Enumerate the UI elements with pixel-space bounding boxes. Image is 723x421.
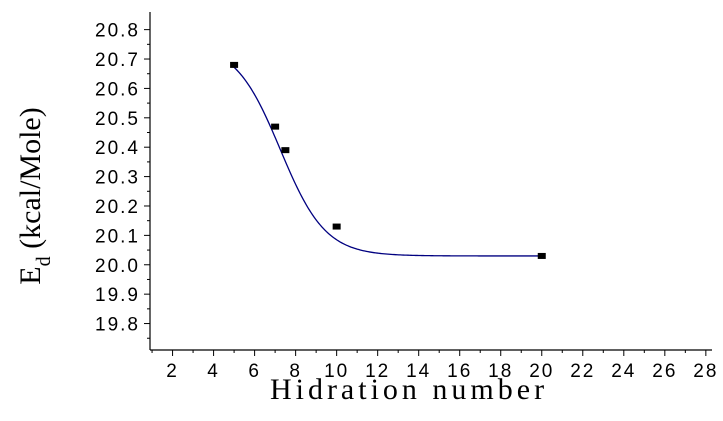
x-tick-label: 4 [207,361,220,382]
y-tick-label: 20.4 [95,138,140,159]
x-tick-label: 18 [488,361,513,382]
x-tick-label: 16 [447,361,472,382]
y-tick-label: 19.8 [95,315,140,336]
x-tick-label: 14 [406,361,431,382]
x-tick-label: 6 [248,361,261,382]
x-tick-label: 22 [570,361,595,382]
points-layer [230,61,546,259]
data-point [537,252,546,259]
y-tick-label: 20.2 [95,197,140,218]
fit-curve [233,66,542,257]
y-tick-label: 20.6 [95,79,140,100]
x-tick-label: 26 [652,361,677,382]
x-axis-title: Hidration number [270,373,548,406]
x-tick-label: 28 [693,361,718,382]
y-tick-label: 20.0 [95,256,140,277]
y-tick-label: 20.7 [95,50,140,71]
data-point [332,223,341,230]
y-tick-label: 20.3 [95,168,140,189]
x-tick-label: 20 [529,361,554,382]
x-tick-label: 2 [166,361,179,382]
ticks-layer: 19.8 19.9 20.0 20.1 20.2 20.3 20.4 20.5 20.6 20.7… [95,21,718,382]
y-tick-label: 20.8 [95,21,140,42]
y-axis-title-unit: (kcal/Mole) [14,107,47,256]
x-tick-label: 12 [365,361,390,382]
x-tick-label: 24 [611,361,636,382]
y-tick-label: 20.5 [95,109,140,130]
x-tick-label: 8 [289,361,302,382]
data-point [271,123,280,130]
y-tick-label: 19.9 [95,285,140,306]
curve-layer [233,66,542,257]
y-axis-title-subscript: d [33,256,55,266]
y-axis-title: Ed (kcal/Mole) [14,107,55,284]
data-point [281,147,290,154]
x-tick-label: 10 [324,361,349,382]
y-tick-label: 20.1 [95,226,140,247]
y-axis-title-main: E [14,266,47,284]
data-point [230,61,239,68]
